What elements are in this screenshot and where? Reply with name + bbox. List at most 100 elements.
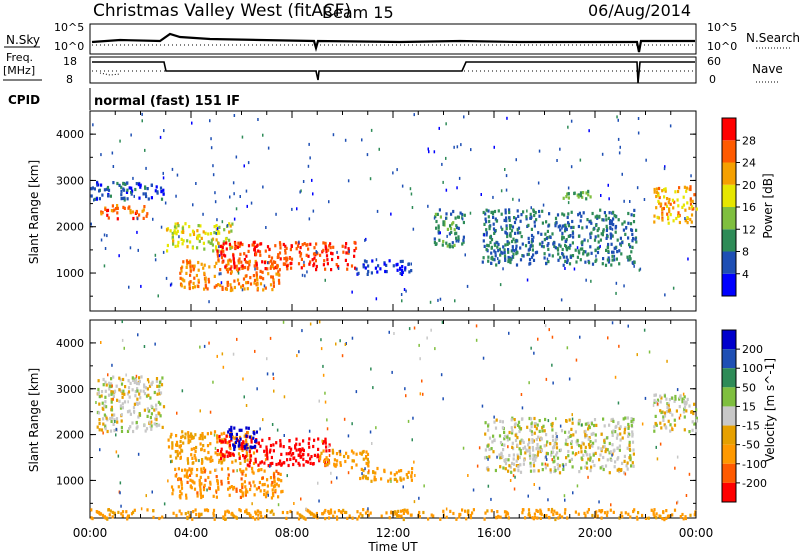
heatmap-cell (449, 226, 453, 231)
heatmap-cell (625, 464, 628, 468)
heatmap-cell (253, 248, 256, 252)
heatmap-cell (208, 265, 211, 269)
heatmap-cell (510, 470, 513, 474)
heatmap-cell (565, 419, 568, 423)
heatmap-cell (519, 231, 522, 235)
heatmap-cell (191, 456, 194, 460)
heatmap-cell (138, 401, 141, 405)
heatmap-cell (221, 246, 224, 250)
heatmap-noise (133, 411, 135, 415)
heatmap-cell (197, 260, 200, 265)
heatmap-noise (125, 373, 127, 377)
heatmap-cell (319, 454, 322, 458)
heatmap-cell (636, 517, 639, 521)
heatmap-cell (212, 513, 215, 517)
heatmap-cell (180, 492, 183, 496)
heatmap-cell (681, 205, 684, 209)
heatmap-cell (235, 267, 239, 272)
heatmap-cell (280, 452, 283, 456)
heatmap-cell (112, 422, 115, 426)
heatmap-cell (547, 508, 550, 512)
heatmap-cell (566, 258, 569, 262)
heatmap-cell (171, 446, 174, 450)
heatmap-cell (193, 453, 196, 457)
heatmap-noise (663, 167, 666, 171)
heatmap-noise (347, 434, 350, 438)
heatmap-cell (224, 265, 227, 269)
heatmap-cell (307, 453, 310, 457)
heatmap-noise (426, 336, 428, 340)
heatmap-noise (215, 468, 218, 472)
heatmap-cell (577, 234, 581, 238)
heatmap-cell (243, 252, 246, 256)
heatmap-cell (603, 511, 607, 515)
heatmap-cell (666, 410, 669, 414)
heatmap-cell (133, 380, 136, 385)
heatmap-cell (542, 424, 545, 428)
heatmap-cell (193, 264, 196, 268)
heatmap-cell (367, 269, 370, 274)
heatmap-cell (241, 264, 244, 268)
heatmap-cell (155, 418, 158, 422)
heatmap-cell (220, 467, 224, 471)
heatmap-cell (108, 384, 111, 388)
heatmap-cell (280, 479, 283, 483)
heatmap-cell (159, 186, 163, 190)
heatmap-noise (388, 330, 390, 334)
heatmap-cell (257, 517, 260, 521)
heatmap-noise (137, 452, 140, 456)
heatmap-noise (167, 479, 169, 483)
heatmap-noise (511, 255, 514, 259)
heatmap-cell (231, 452, 235, 456)
heatmap-cell (122, 389, 125, 393)
heatmap-cell (285, 246, 288, 250)
heatmap-cell (575, 260, 578, 264)
heatmap-cell (361, 476, 364, 480)
heatmap-cell (194, 433, 197, 437)
heatmap-noise (364, 467, 366, 471)
heatmap-noise (577, 450, 580, 454)
heatmap-cell (445, 241, 448, 245)
heatmap-cell (309, 242, 312, 246)
heatmap-cell (663, 414, 667, 418)
heatmap-cell (172, 239, 175, 243)
heatmap-cell (678, 220, 681, 225)
heatmap-cell (243, 480, 246, 484)
heatmap-cell (580, 446, 583, 450)
heatmap-cell (549, 470, 552, 474)
heatmap-cell (678, 186, 681, 190)
heatmap-cell (682, 195, 685, 199)
heatmap-cell (210, 238, 213, 242)
heatmap-cell (485, 208, 488, 212)
heatmap-noise (547, 419, 550, 423)
heatmap-cell (194, 508, 197, 512)
heatmap-cell (220, 479, 223, 483)
heatmap-cell (374, 478, 377, 482)
heatmap-noise (551, 335, 554, 339)
heatmap-cell (450, 212, 453, 216)
heatmap-cell (662, 510, 665, 515)
heatmap-cell (528, 257, 532, 262)
heatmap-cell (487, 255, 490, 259)
heatmap-cell (504, 231, 507, 235)
heatmap-noise (548, 328, 550, 332)
heatmap-cell (538, 429, 541, 433)
heatmap-cell (259, 461, 262, 465)
colorbar-tick-label: -100 (742, 458, 767, 471)
heatmap-cell (119, 404, 122, 408)
heatmap-cell (501, 420, 504, 424)
colorbar-segment (722, 387, 736, 407)
heatmap-cell (324, 241, 327, 245)
heatmap-cell (229, 451, 232, 456)
heatmap-cell (581, 195, 584, 199)
heatmap-noise (121, 338, 124, 342)
heatmap-noise (100, 341, 102, 344)
heatmap-cell (584, 465, 587, 469)
heatmap-cell (98, 395, 101, 399)
heatmap-cell (532, 258, 536, 262)
heatmap-cell (290, 453, 293, 457)
heatmap-cell (662, 206, 665, 211)
nsearch-tick-bottom: 10^0 (707, 40, 737, 53)
heatmap-cell (238, 446, 241, 451)
heatmap-cell (266, 509, 269, 513)
